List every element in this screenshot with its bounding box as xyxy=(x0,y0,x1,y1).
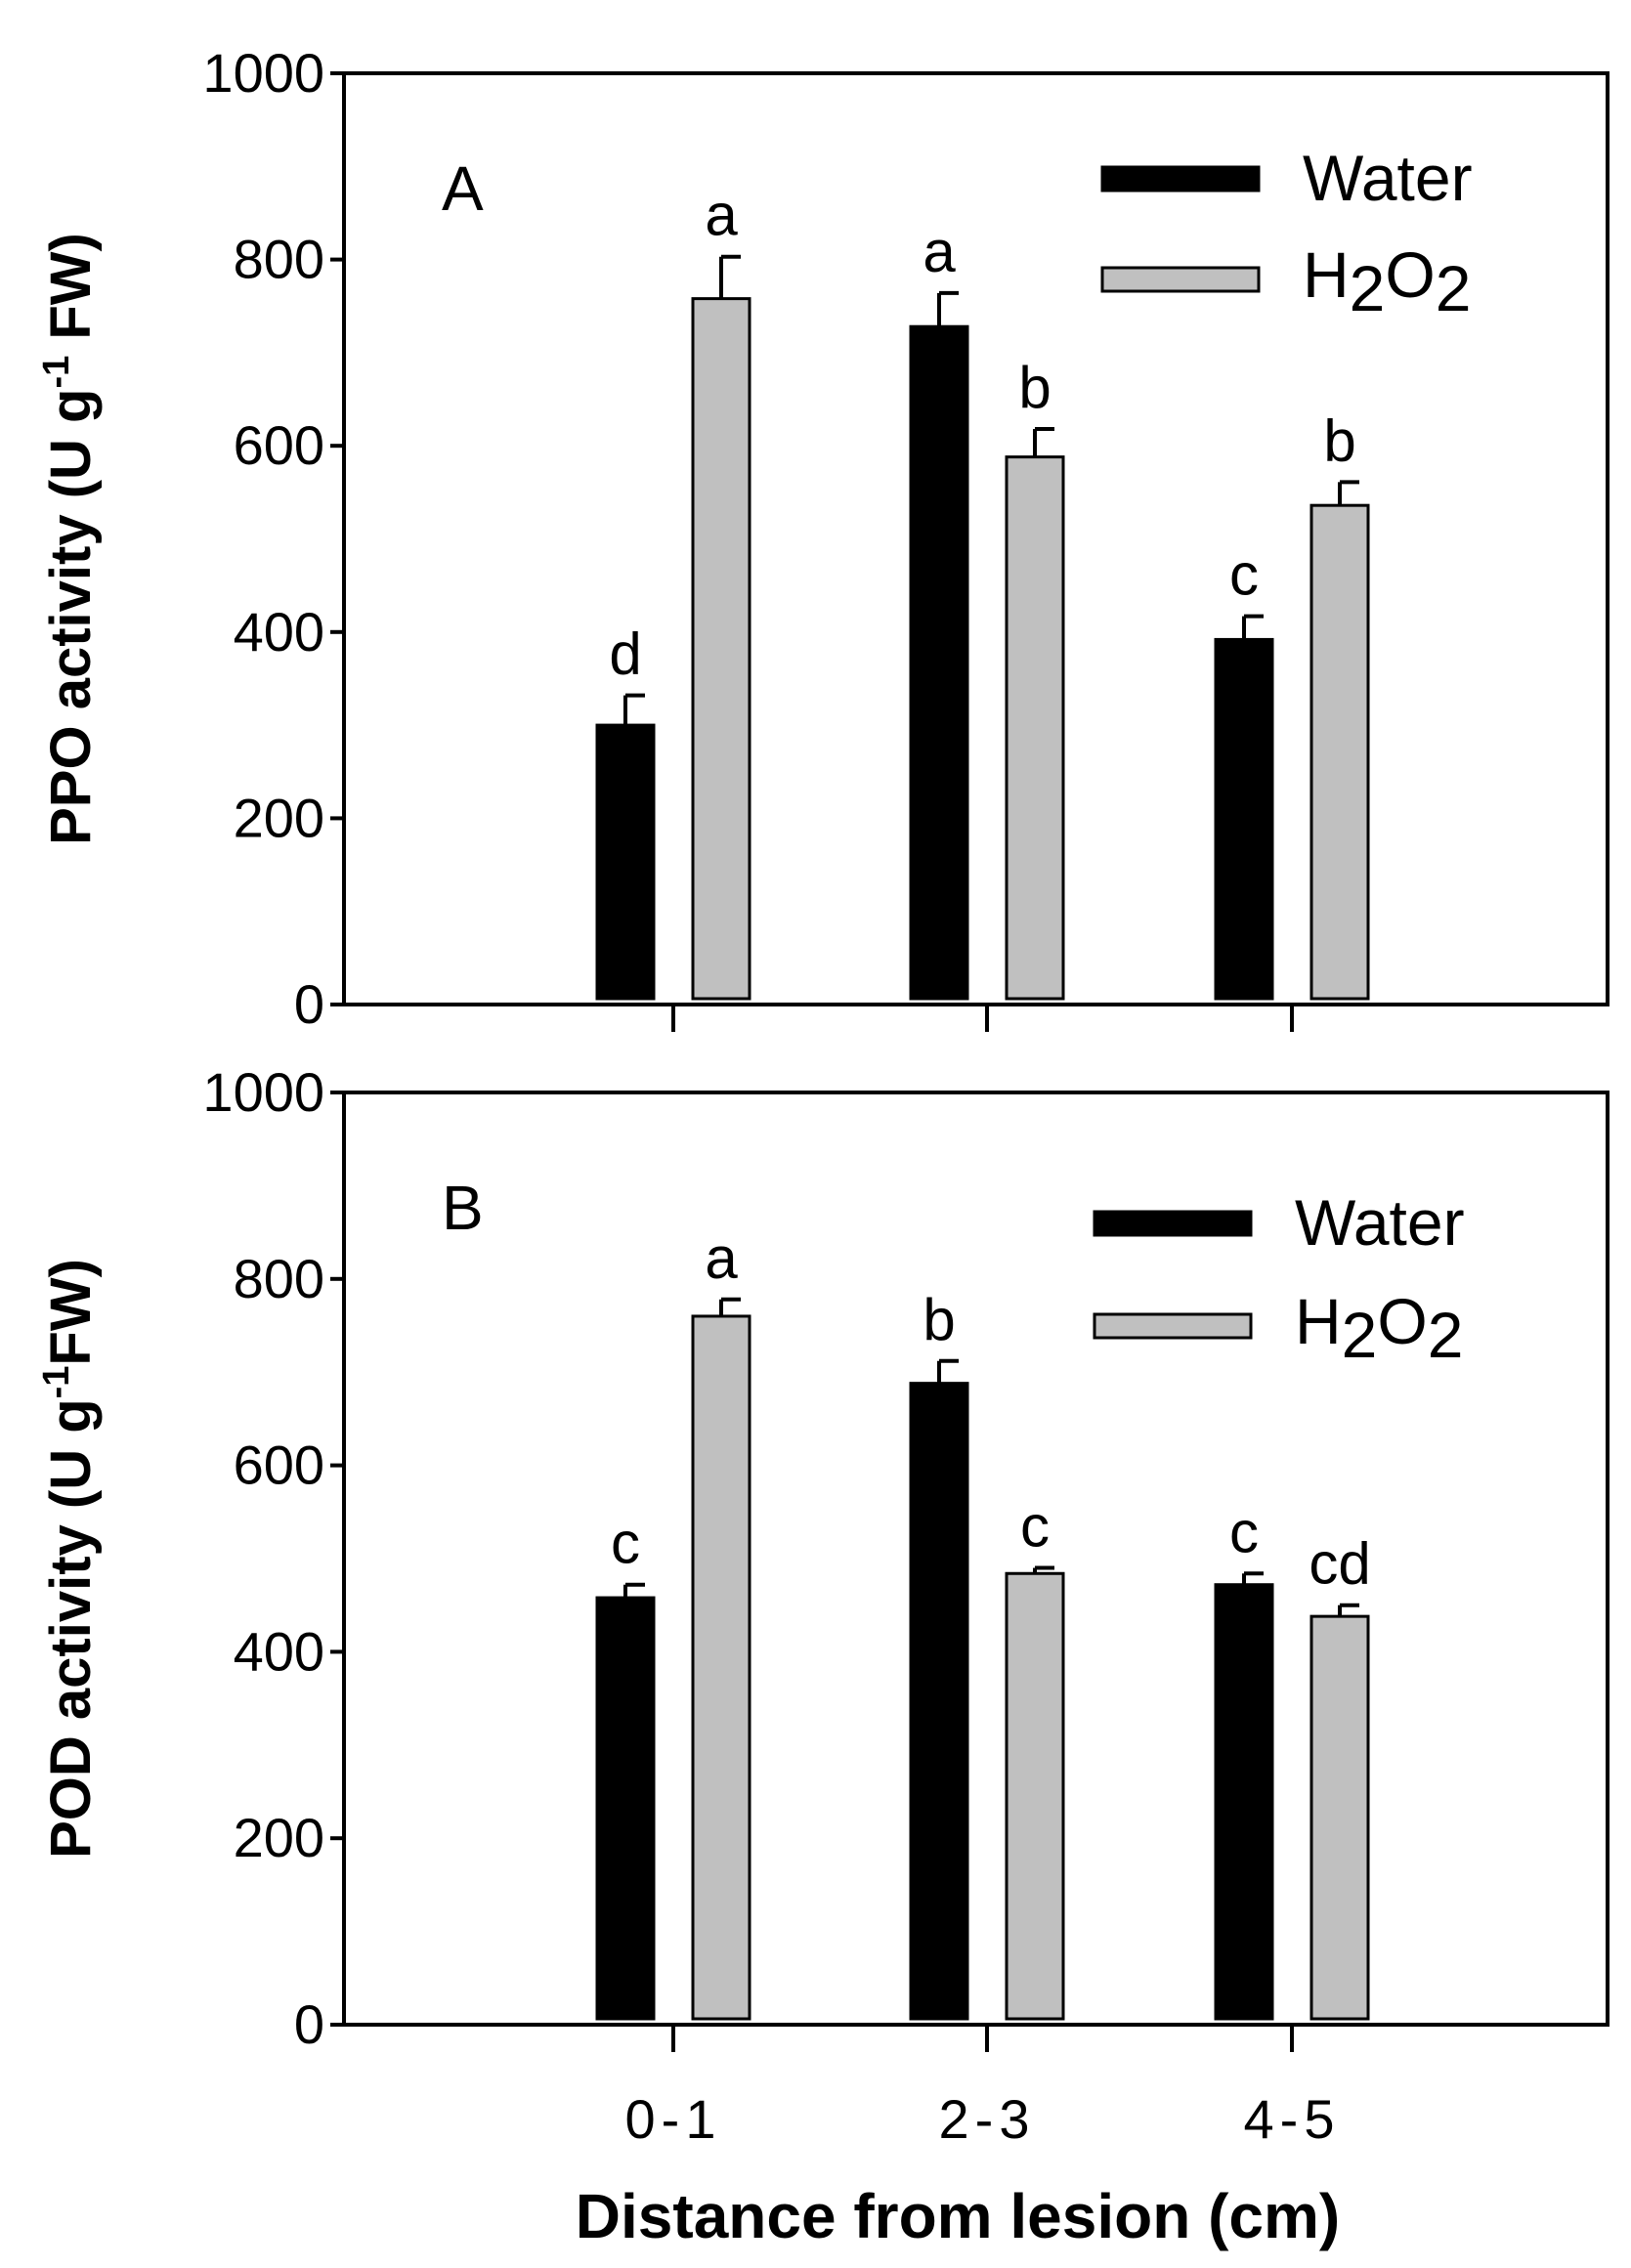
legend-h2o2-label: H2O2 xyxy=(1295,1285,1463,1371)
y-tick-label: 200 xyxy=(234,1807,324,1868)
water-bar xyxy=(1214,1583,1274,2021)
panel-label: B xyxy=(442,1173,484,1243)
x-tick-label: 2-3 xyxy=(939,2088,1036,2150)
significance-letter: b xyxy=(1323,407,1355,473)
y-tick-label: 1000 xyxy=(202,1061,324,1123)
water-bar xyxy=(909,324,969,1001)
h2o2-bar xyxy=(1309,1614,1370,2021)
h2o2-bar xyxy=(1309,503,1370,1001)
significance-letter: c xyxy=(1020,1494,1050,1560)
significance-letter: b xyxy=(923,1287,955,1352)
water-bar xyxy=(595,723,656,1001)
legend-water-label: Water xyxy=(1295,1186,1465,1259)
panel-a: 0 200 400 600 800 1000 PPO activity (U g-1 FW)… xyxy=(36,42,1610,1035)
y-tick-label: 400 xyxy=(234,1620,324,1682)
legend-h2o2-swatch xyxy=(1100,266,1261,293)
legend-water-swatch xyxy=(1100,165,1261,193)
significance-letter: b xyxy=(1018,355,1051,420)
plot-frame xyxy=(342,71,1610,1006)
significance-letter: c xyxy=(1229,1499,1259,1564)
significance-letter: a xyxy=(705,183,738,248)
y-axis-title: POD activity (U g-1FW) xyxy=(36,1259,103,1859)
y-tick-label: 800 xyxy=(234,1248,324,1309)
significance-letter: cd xyxy=(1309,1531,1370,1597)
legend-h2o2-swatch xyxy=(1093,1312,1253,1340)
panel-b: 0 200 400 600 800 1000 POD activity (U g-1FW) B… xyxy=(36,1061,1610,2055)
significance-letter: d xyxy=(609,621,641,687)
legend-h2o2-label: H2O2 xyxy=(1303,238,1471,324)
y-tick-label: 200 xyxy=(234,787,324,848)
significance-letter: c xyxy=(611,1511,640,1576)
significance-letter: c xyxy=(1229,542,1259,608)
y-tick-label: 0 xyxy=(294,1993,324,2055)
y-tick-label: 400 xyxy=(234,601,324,663)
x-axis-title: Distance from lesion (cm) xyxy=(576,2181,1340,2251)
significance-letter: a xyxy=(923,219,956,284)
x-tick-label: 0-1 xyxy=(625,2088,722,2150)
x-tick-labels: 0-1 2-3 4-5 xyxy=(625,2088,1341,2150)
y-tick-label: 600 xyxy=(234,1434,324,1496)
x-tick-label: 4-5 xyxy=(1244,2088,1341,2150)
water-bar xyxy=(595,1596,656,2021)
y-tick-label: 0 xyxy=(294,973,324,1035)
y-tick-label: 800 xyxy=(234,229,324,290)
significance-letter: a xyxy=(705,1225,738,1291)
y-tick-label: 600 xyxy=(234,414,324,476)
water-bar xyxy=(909,1382,969,2021)
water-bar xyxy=(1214,637,1274,1001)
h2o2-bar xyxy=(1005,455,1065,1001)
panel-label: A xyxy=(442,153,484,224)
h2o2-bar xyxy=(1005,1571,1065,2021)
legend-water-label: Water xyxy=(1303,142,1473,214)
legend-water-swatch xyxy=(1093,1210,1253,1237)
chart-panels: 0 200 400 600 800 1000 PPO activity (U g-1 FW)… xyxy=(36,42,1610,2055)
h2o2-bar xyxy=(691,1314,751,2021)
y-tick-label: 1000 xyxy=(202,42,324,104)
plot-frame xyxy=(342,1091,1610,2027)
h2o2-bar xyxy=(691,297,751,1001)
y-axis-title: PPO activity (U g-1 FW) xyxy=(36,233,103,845)
